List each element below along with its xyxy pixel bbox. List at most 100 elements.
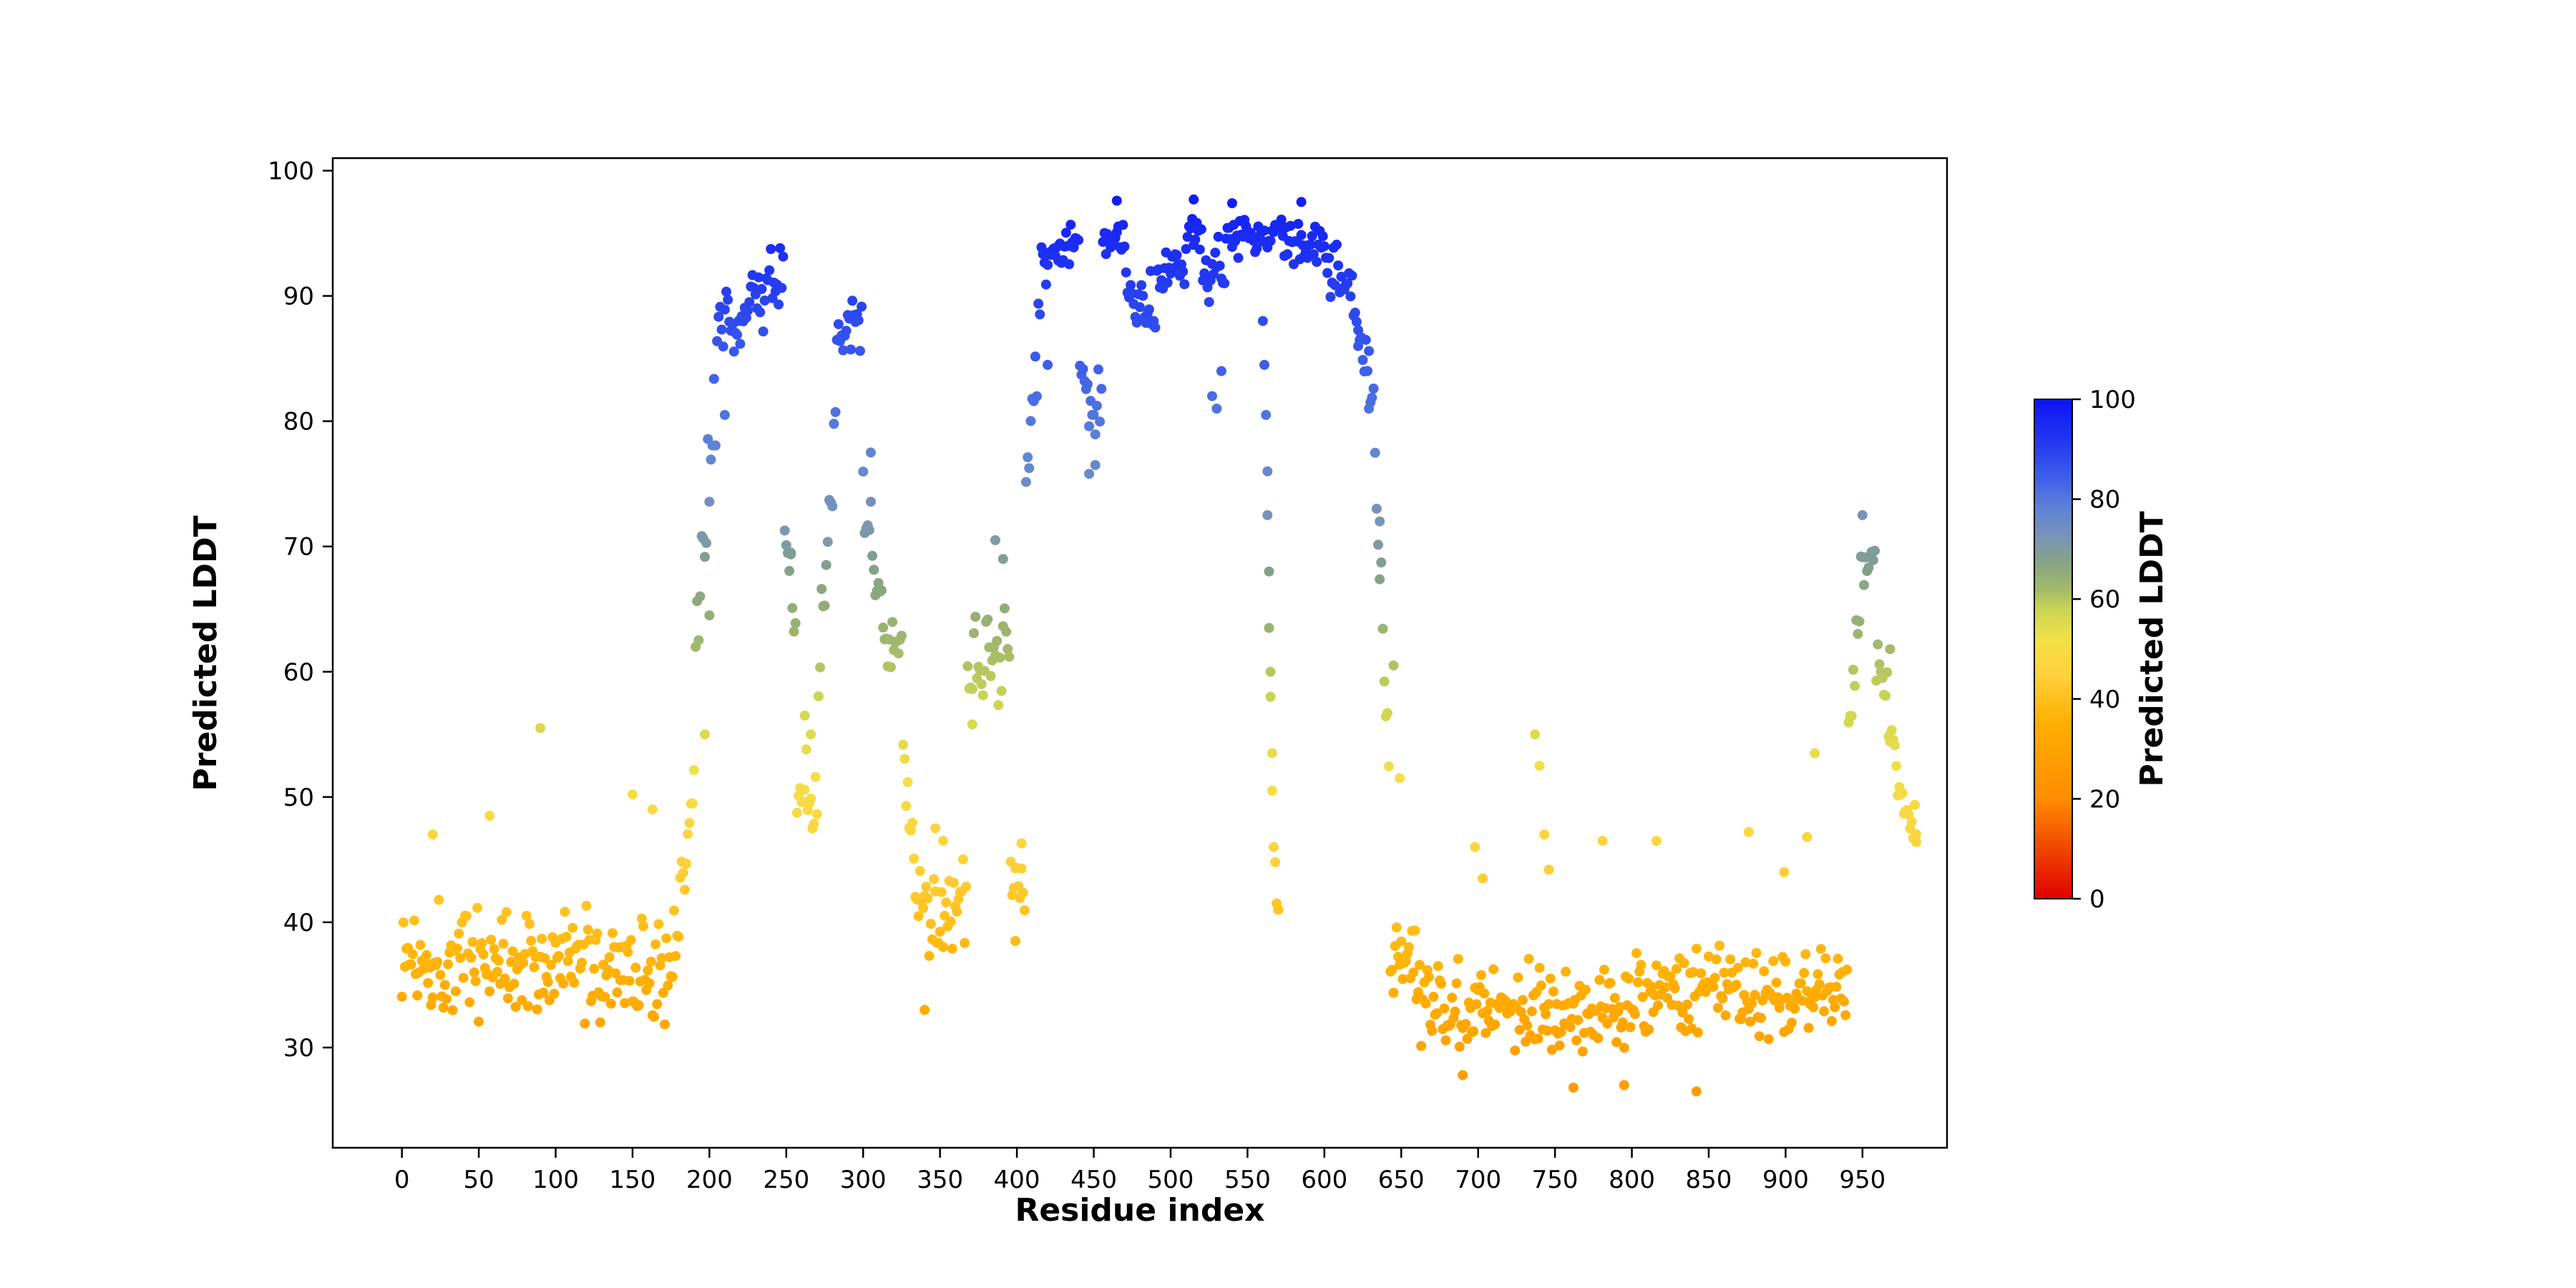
data-point [1308,249,1319,260]
data-point [486,935,497,945]
data-point [1178,266,1189,277]
data-point [700,552,710,562]
data-point [784,565,795,576]
data-point [1748,958,1759,969]
data-point [1565,1022,1576,1033]
data-point [1194,244,1205,255]
data-point [1078,364,1088,374]
data-point [1376,557,1387,567]
data-point [744,297,755,308]
data-point [538,987,549,998]
x-tick-label: 50 [463,1166,494,1194]
data-point [1868,555,1878,565]
data-point [1268,841,1279,852]
data-point [466,952,477,963]
data-point [791,807,802,818]
data-point [1644,1024,1654,1035]
data-point [1826,1016,1837,1026]
data-point [846,344,857,355]
data-point [1030,351,1040,362]
data-point [1577,1046,1588,1057]
data-point [1196,224,1206,235]
data-point [969,628,979,638]
data-point [1518,995,1528,1005]
data-point [426,1000,436,1010]
data-point [1611,1037,1622,1048]
data-point [1368,384,1379,394]
data-point [1179,279,1190,290]
data-point [830,406,841,417]
data-point [518,957,529,968]
data-point [893,648,904,659]
data-point [581,900,592,911]
data-point [1536,980,1546,991]
data-point [995,653,1005,663]
data-point [704,497,715,507]
data-point [801,744,811,755]
x-tick-label: 650 [1378,1166,1425,1194]
data-point [1530,729,1541,740]
data-point [1024,463,1035,474]
data-point [1370,447,1380,458]
data-point [1408,967,1419,977]
data-point [799,711,810,721]
data-point [1514,1025,1525,1035]
data-point [1332,239,1342,250]
data-point [1322,268,1333,278]
data-point [713,311,724,322]
data-point [663,980,673,991]
data-point [758,326,769,337]
data-point [905,825,916,836]
data-point [1259,225,1269,236]
data-point [673,932,684,942]
data-point [1400,956,1411,967]
data-point [605,998,616,1009]
data-point [1282,249,1293,260]
data-point [961,882,972,892]
y-tick-label: 100 [268,157,314,186]
data-point [474,1016,484,1027]
data-point [716,324,727,335]
data-point [540,953,550,964]
data-point [645,957,656,967]
data-point [1633,977,1644,987]
data-point [1714,940,1724,951]
data-point [656,953,667,963]
data-point [658,987,668,998]
data-point [1264,623,1274,633]
data-point [1427,1025,1438,1036]
data-point [1802,831,1813,842]
data-point [1470,841,1480,852]
data-point [1889,740,1900,751]
data-point [1068,242,1079,253]
data-point [1345,291,1356,302]
data-point [930,823,941,834]
data-point [661,933,672,944]
data-point [624,975,635,986]
data-point [1897,788,1908,799]
x-tick-label: 900 [1762,1166,1809,1194]
data-point [561,932,572,942]
x-tick-label: 200 [686,1166,733,1194]
x-tick-label: 400 [994,1166,1040,1194]
data-point [1324,253,1335,263]
data-point [1004,651,1015,662]
data-point [649,1012,660,1022]
data-point [1213,231,1224,242]
data-point [1016,838,1027,849]
data-point [878,623,889,633]
data-point [1882,667,1893,678]
data-point [684,818,695,829]
data-point [1265,235,1276,246]
data-point [1375,574,1385,585]
data-point [992,635,1002,646]
data-point [1711,954,1722,965]
data-point [1614,1002,1625,1013]
data-point [1073,235,1084,245]
data-point [1774,1002,1785,1013]
data-point [811,809,822,819]
data-point [1021,477,1031,487]
data-point [1259,359,1269,370]
data-point [1602,1018,1613,1029]
data-point [1819,1006,1830,1017]
